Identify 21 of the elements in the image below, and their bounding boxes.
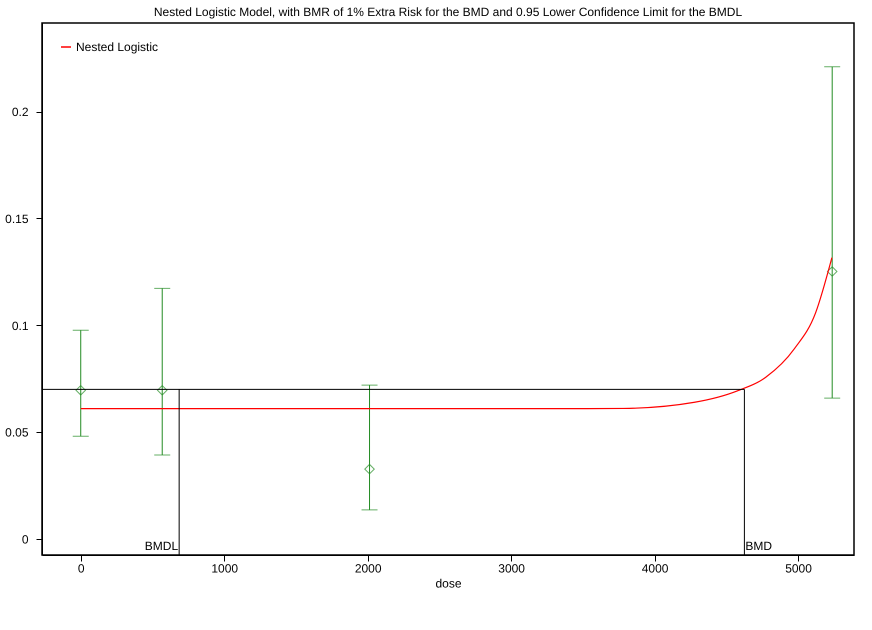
chart-title: Nested Logistic Model, with BMR of 1% Extra Risk for the BMD and 0.95 Lower Confidence Limit for the BMDL [154, 5, 742, 19]
x-tick-label: 1000 [211, 562, 238, 576]
y-tick-label: 0.1 [12, 318, 29, 333]
point [75, 385, 86, 396]
x-tick-label: 3000 [498, 562, 526, 576]
x-tick-label: 0 [78, 562, 85, 576]
x-axis-title: dose [435, 576, 462, 590]
point [156, 385, 168, 396]
x-tick-label: 2000 [354, 562, 382, 576]
point [364, 464, 375, 474]
point [826, 266, 838, 277]
legend-label: Nested Logistic [76, 40, 158, 54]
line-series [80, 256, 833, 410]
ref-line-label: BMDL [144, 539, 178, 553]
ref-line-label: BMD [745, 539, 772, 553]
y-tick-label: 0.15 [5, 212, 29, 226]
y-tick-label: 0.05 [5, 426, 29, 440]
y-tick-label: 0.2 [12, 105, 29, 120]
y-tick-label: 0 [22, 532, 29, 546]
x-tick-label: 5000 [785, 562, 812, 576]
x-tick-label: 4000 [642, 562, 669, 576]
